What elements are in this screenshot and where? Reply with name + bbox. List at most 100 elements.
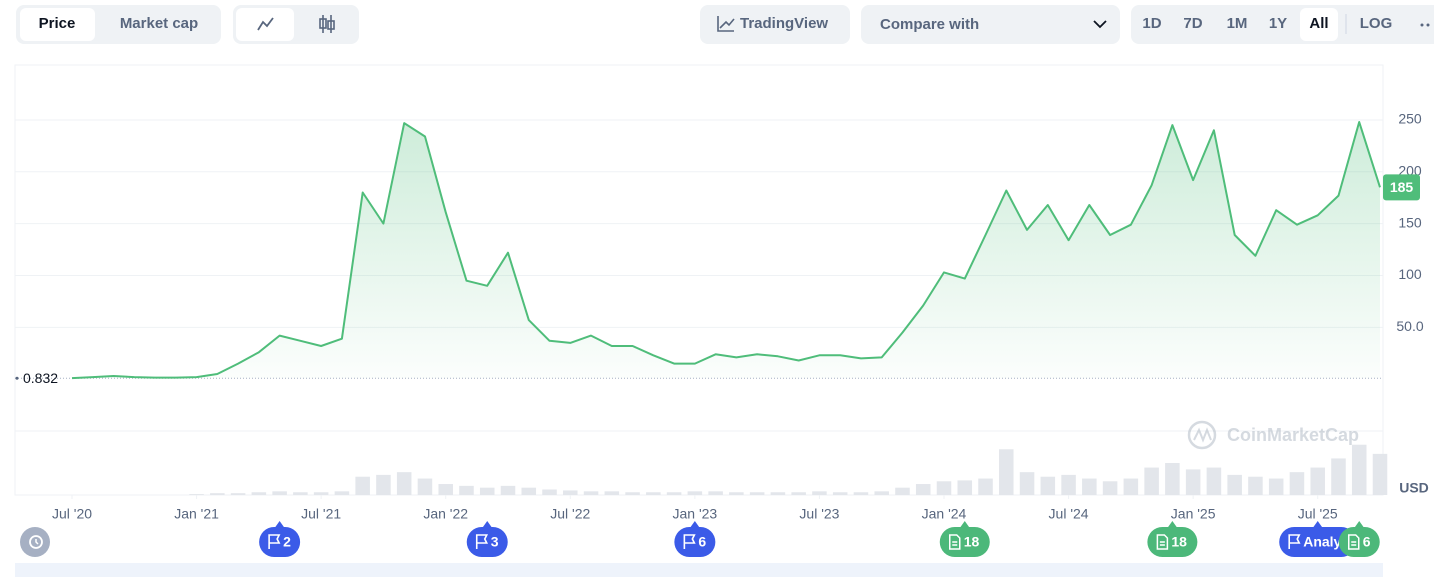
volume-bar bbox=[1289, 472, 1305, 495]
x-tick-label: Jul '25 bbox=[1298, 506, 1338, 522]
x-tick-label: Jan '24 bbox=[922, 506, 967, 522]
event-pointer bbox=[274, 521, 285, 528]
event-badge[interactable]: 2 bbox=[259, 521, 301, 557]
tradingview-button[interactable]: TradingView bbox=[700, 5, 850, 44]
volume-bar bbox=[479, 487, 495, 495]
volume-bar bbox=[376, 474, 391, 495]
volume-bar bbox=[749, 492, 765, 495]
y-tick-label: 50.0 bbox=[1396, 318, 1423, 334]
volume-bar bbox=[1144, 467, 1159, 495]
toggle-active[interactable] bbox=[20, 8, 95, 41]
volume-bar bbox=[1331, 458, 1346, 495]
navigator[interactable] bbox=[15, 563, 1383, 577]
compare-select[interactable]: Compare with bbox=[861, 5, 1120, 44]
range-button[interactable]: All bbox=[1309, 15, 1328, 32]
currency-label: USD bbox=[1399, 480, 1429, 496]
range-button[interactable]: 1D bbox=[1142, 15, 1161, 32]
volume-bar bbox=[355, 476, 370, 495]
volume-bar bbox=[583, 491, 599, 495]
range-button[interactable]: 1M bbox=[1227, 15, 1248, 32]
volume-bar bbox=[1019, 472, 1035, 495]
x-tick-label: Jan '22 bbox=[423, 506, 468, 522]
volume-bar bbox=[189, 494, 204, 495]
view-toggle: Price Market cap bbox=[16, 5, 221, 44]
history-icon bbox=[29, 535, 43, 549]
volume-bar bbox=[251, 492, 267, 495]
event-pointer bbox=[1354, 521, 1365, 528]
volume-bar bbox=[625, 492, 640, 495]
event-badge[interactable]: Analy bbox=[1279, 521, 1357, 557]
event-label: 6 bbox=[1363, 534, 1371, 550]
event-pointer bbox=[1167, 521, 1178, 528]
volume-bar bbox=[459, 485, 474, 495]
watermark-text: CoinMarketCap bbox=[1227, 425, 1359, 445]
select-bg[interactable] bbox=[861, 5, 1120, 44]
volume-bar bbox=[832, 492, 848, 495]
event-badge[interactable]: 6 bbox=[674, 521, 716, 557]
y-tick-label: 150 bbox=[1398, 214, 1422, 230]
market-cap-button[interactable]: Market cap bbox=[120, 15, 198, 32]
event-badge-bg bbox=[674, 527, 716, 557]
x-tick-label: Jul '20 bbox=[52, 506, 92, 522]
button-bg[interactable] bbox=[700, 5, 850, 44]
volume-bar bbox=[874, 491, 889, 495]
watermark-logo bbox=[1193, 427, 1212, 443]
flag-icon bbox=[475, 534, 489, 549]
x-tick-label: Jul '22 bbox=[550, 506, 590, 522]
event-badge[interactable]: 3 bbox=[466, 521, 508, 557]
flag-icon bbox=[1288, 534, 1301, 549]
toggle-active[interactable] bbox=[1300, 8, 1338, 41]
toggle-bg bbox=[1131, 5, 1434, 44]
volume-bar bbox=[396, 472, 412, 495]
more-icon[interactable] bbox=[1420, 23, 1430, 27]
volume-bar bbox=[604, 491, 620, 495]
x-tick-label: Jan '21 bbox=[174, 506, 219, 522]
volume-bar bbox=[210, 493, 225, 495]
volume-bar bbox=[313, 492, 329, 495]
volume-bar bbox=[1185, 469, 1201, 495]
watermark-logo bbox=[1187, 420, 1217, 450]
history-circle[interactable] bbox=[20, 527, 50, 557]
x-tick-label: Jul '24 bbox=[1049, 506, 1089, 522]
volume-bar bbox=[1248, 476, 1263, 495]
event-badge[interactable]: 18 bbox=[1147, 521, 1198, 557]
event-badge[interactable]: 6 bbox=[1338, 521, 1380, 557]
y-tick-label: 100 bbox=[1398, 266, 1422, 282]
range-button[interactable]: 7D bbox=[1183, 15, 1202, 32]
volume-bar bbox=[729, 492, 744, 495]
event-pointer bbox=[482, 521, 493, 528]
volume-bar bbox=[895, 487, 910, 495]
volume-bar bbox=[687, 491, 703, 495]
history-icon bbox=[35, 539, 39, 545]
compare-label[interactable]: Compare with bbox=[880, 16, 979, 33]
x-tick-label: Jan '25 bbox=[1171, 506, 1216, 522]
current-price-label: 185 bbox=[1390, 179, 1414, 195]
tradingview-label[interactable]: TradingView bbox=[740, 15, 828, 32]
volume-bar bbox=[1040, 476, 1056, 495]
volume-bar bbox=[1372, 453, 1388, 495]
tv-icon bbox=[717, 16, 734, 32]
volume-bar bbox=[853, 492, 869, 495]
price-button[interactable]: Price bbox=[39, 15, 76, 32]
chart-style-toggle bbox=[233, 5, 359, 44]
volume-bar bbox=[334, 491, 350, 495]
history-button[interactable] bbox=[20, 527, 50, 557]
event-badge[interactable]: 18 bbox=[939, 521, 990, 557]
start-dot bbox=[15, 376, 19, 380]
range-toggle: 1D 7D 1M 1Y All LOG bbox=[1131, 5, 1434, 44]
log-button[interactable]: LOG bbox=[1360, 15, 1393, 32]
range-button[interactable]: 1Y bbox=[1269, 15, 1287, 32]
volume-bar bbox=[666, 492, 682, 495]
volume-bar bbox=[915, 484, 931, 495]
candle-icon[interactable] bbox=[319, 15, 335, 33]
event-label: Analy bbox=[1303, 534, 1341, 550]
price-line bbox=[71, 121, 1381, 380]
event-pointer bbox=[959, 521, 970, 528]
event-badge-bg bbox=[466, 527, 508, 557]
volume-bar bbox=[293, 492, 308, 495]
volume-bar bbox=[1082, 478, 1097, 495]
x-tick-label: Jul '23 bbox=[799, 506, 839, 522]
event-label: 3 bbox=[491, 534, 499, 550]
